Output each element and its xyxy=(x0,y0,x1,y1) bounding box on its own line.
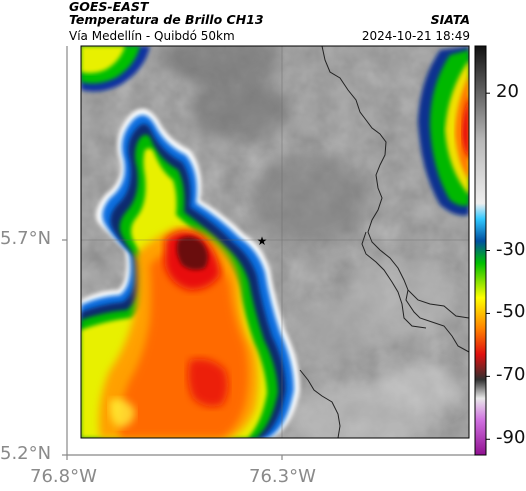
convective-cell-northwest xyxy=(81,46,150,92)
satellite-image: ★ xyxy=(81,46,469,438)
map-frame xyxy=(80,45,470,439)
lat-label-5-2: 5.2°N xyxy=(0,443,52,464)
administrative-boundaries xyxy=(299,46,469,438)
convective-cell-east xyxy=(418,46,469,216)
star-marker: ★ xyxy=(257,234,268,248)
colorbar-tick-label: 20 xyxy=(496,81,519,103)
axis-ticks xyxy=(62,46,475,460)
product-title: Temperatura de Brillo CH13 xyxy=(69,12,264,27)
satellite-title: GOES-EAST xyxy=(69,0,149,14)
colorbar xyxy=(474,45,490,456)
convective-system-main xyxy=(81,108,300,438)
colorbar-tick-label: -70 xyxy=(496,364,526,386)
map-gridlines xyxy=(81,46,469,438)
region-subtitle: Vía Medellín - Quibdó 50km xyxy=(69,29,235,43)
lon-label-76-3: 76.3°W xyxy=(249,466,316,487)
datetime-label: 2024-10-21 18:49 xyxy=(361,29,470,43)
colorbar-tick-label: -90 xyxy=(496,427,526,449)
lon-label-76-8: 76.8°W xyxy=(30,466,97,487)
lat-label-5-7: 5.7°N xyxy=(0,228,52,249)
colorbar-tick-label: -50 xyxy=(496,301,526,323)
colorbar-tick-label: -30 xyxy=(496,238,526,260)
organization-label: SIATA xyxy=(430,12,470,27)
